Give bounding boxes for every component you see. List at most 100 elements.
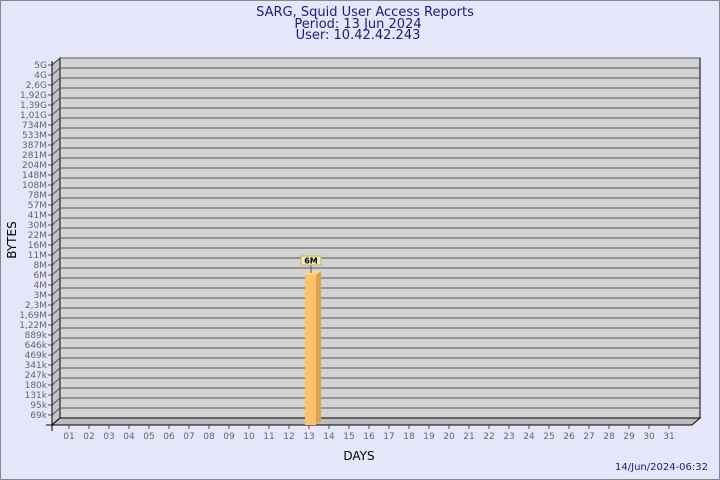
y-tick-label: 95k — [30, 401, 47, 411]
y-tick-diagonal — [51, 237, 61, 246]
y-tick-label: 78M — [28, 191, 47, 201]
y-tick-label: 69k — [30, 411, 47, 421]
x-tick-label: 28 — [603, 432, 615, 442]
y-tick-diagonal — [51, 137, 61, 146]
y-tick-label: 2,6G — [26, 81, 47, 91]
y-tick-label: 1,69M — [19, 311, 47, 321]
y-tick-label: 148M — [22, 171, 47, 181]
y-tick-label: 6M — [34, 271, 48, 281]
y-tick-label: 4G — [34, 71, 47, 81]
x-tick-label: 01 — [63, 432, 74, 442]
y-tick-diagonal — [51, 357, 61, 366]
y-tick-label: 1,92G — [20, 91, 47, 101]
x-tick-label: 30 — [643, 432, 655, 442]
chart-title: SARG, Squid User Access Reports — [256, 5, 474, 20]
y-tick-diagonal — [51, 247, 61, 256]
y-tick-diagonal — [51, 77, 61, 86]
y-tick-diagonal — [51, 327, 61, 336]
x-tick-label: 15 — [343, 432, 354, 442]
y-tick-label: 57M — [28, 201, 47, 211]
x-tick-label: 22 — [483, 432, 494, 442]
y-tick-diagonal — [51, 257, 61, 266]
y-tick-label: 1,39G — [20, 101, 47, 111]
x-tick-label: 03 — [103, 432, 114, 442]
y-tick-diagonal — [51, 347, 61, 356]
bar-side — [316, 271, 321, 425]
y-tick-diagonal — [51, 217, 61, 226]
x-tick-label: 06 — [163, 432, 175, 442]
y-tick-diagonal — [51, 407, 61, 416]
x-tick-label: 02 — [83, 432, 94, 442]
x-tick-label: 19 — [423, 432, 435, 442]
y-tick-diagonal — [51, 127, 61, 136]
y-tick-diagonal — [51, 67, 61, 76]
x-tick-label: 08 — [203, 432, 215, 442]
y-tick-label: 2,3M — [25, 301, 47, 311]
y-tick-diagonal — [51, 167, 61, 176]
bar-top — [305, 271, 321, 275]
x-tick-label: 31 — [663, 432, 674, 442]
x-tick-label: 11 — [263, 432, 274, 442]
y-tick-diagonal — [51, 267, 61, 276]
x-tick-label: 21 — [463, 432, 474, 442]
y-tick-label: 1,22M — [19, 321, 47, 331]
y-axis-label: BYTES — [5, 221, 19, 258]
y-tick-label: 387M — [22, 141, 47, 151]
x-tick-label: 20 — [443, 432, 455, 442]
x-tick-label: 18 — [403, 432, 415, 442]
y-tick-label: 8M — [34, 261, 48, 271]
x-tick-label: 29 — [623, 432, 635, 442]
x-tick-label: 25 — [543, 432, 554, 442]
y-tick-label: 281M — [22, 151, 47, 161]
y-tick-label: 734M — [22, 121, 47, 131]
y-tick-label: 22M — [28, 231, 47, 241]
x-tick-label: 17 — [383, 432, 394, 442]
y-tick-diagonal — [51, 157, 61, 166]
y-tick-diagonal — [51, 147, 61, 156]
bar-value-label: 6M — [304, 257, 318, 266]
x-tick-label: 16 — [363, 432, 375, 442]
x-tick-label: 26 — [563, 432, 575, 442]
y-tick-diagonal — [51, 387, 61, 396]
y-tick-label: 533M — [22, 131, 47, 141]
y-tick-label: 3M — [34, 291, 48, 301]
y-tick-label: 247k — [25, 371, 48, 381]
chart-user: User: 10.42.42.243 — [296, 28, 421, 43]
chart-period: Period: 13 Jun 2024 — [294, 17, 421, 32]
y-tick-diagonal — [51, 197, 61, 206]
x-tick-label: 23 — [503, 432, 514, 442]
y-tick-diagonal — [51, 317, 61, 326]
y-tick-label: 1,01G — [20, 111, 47, 121]
y-tick-diagonal — [51, 377, 61, 386]
y-tick-diagonal — [51, 227, 61, 236]
y-tick-label: 108M — [22, 181, 47, 191]
x-tick-label: 24 — [523, 432, 535, 442]
y-tick-label: 341k — [25, 361, 48, 371]
x-tick-label: 04 — [123, 432, 135, 442]
x-axis-label: DAYS — [343, 449, 374, 463]
y-tick-diagonal — [51, 297, 61, 306]
y-tick-label: 131k — [25, 391, 48, 401]
y-tick-label: 889k — [25, 331, 48, 341]
y-tick-label: 41M — [28, 211, 47, 221]
y-tick-label: 4M — [34, 281, 48, 291]
y-tick-diagonal — [51, 87, 61, 96]
x-tick-label: 07 — [183, 432, 194, 442]
y-tick-diagonal — [51, 187, 61, 196]
y-tick-label: 204M — [22, 161, 47, 171]
y-tick-label: 30M — [28, 221, 47, 231]
y-tick-label: 11M — [28, 251, 47, 261]
x-tick-label: 27 — [583, 432, 594, 442]
y-tick-diagonal — [51, 177, 61, 186]
y-tick-diagonal — [51, 337, 61, 346]
y-tick-diagonal — [51, 307, 61, 316]
y-tick-label: 5G — [34, 61, 47, 71]
x-tick-label: 14 — [323, 432, 335, 442]
timestamp: 14/Jun/2024-06:32 — [615, 462, 708, 473]
y-tick-diagonal — [51, 277, 61, 286]
y-tick-label: 16M — [28, 241, 47, 251]
y-tick-diagonal — [51, 207, 61, 216]
x-tick-label: 12 — [283, 432, 294, 442]
y-tick-diagonal — [51, 397, 61, 406]
